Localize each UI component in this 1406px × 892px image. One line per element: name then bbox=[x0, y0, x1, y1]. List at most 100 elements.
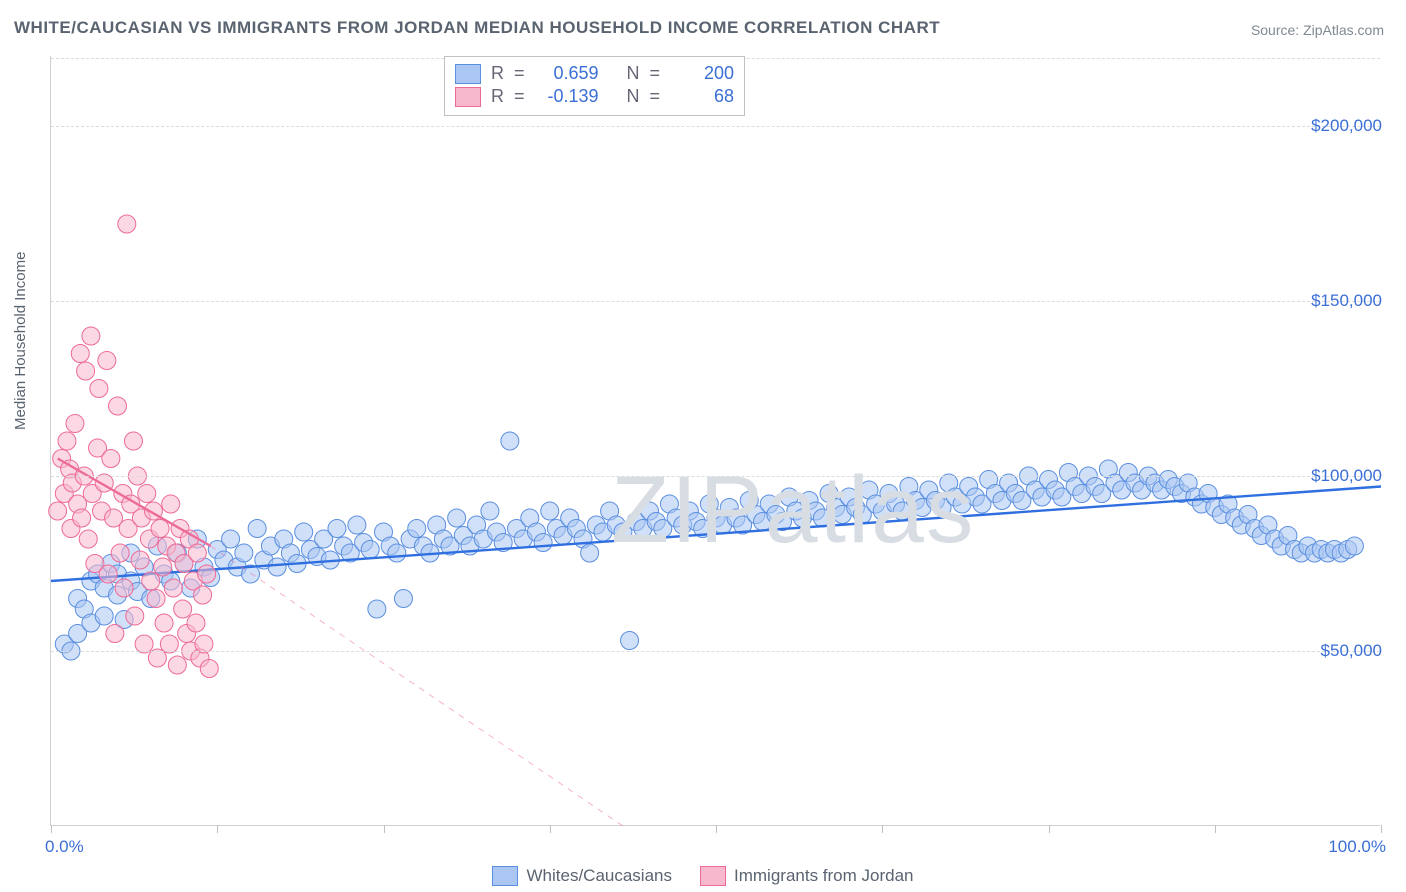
data-point bbox=[66, 415, 84, 433]
data-point bbox=[99, 565, 117, 583]
chart-plot-area: ZIPatlas 0.0% 100.0% $50,000$100,000$150… bbox=[50, 56, 1380, 826]
data-point bbox=[154, 558, 172, 576]
data-point bbox=[168, 656, 186, 674]
data-point bbox=[348, 516, 366, 534]
n-label: N bbox=[627, 86, 640, 107]
data-point bbox=[222, 530, 240, 548]
data-point bbox=[408, 520, 426, 538]
source-prefix: Source: bbox=[1251, 22, 1303, 38]
data-point bbox=[388, 544, 406, 562]
legend-swatch bbox=[492, 866, 518, 886]
data-point bbox=[111, 544, 129, 562]
legend-swatch bbox=[455, 87, 481, 107]
watermark-atlas: atlas bbox=[765, 457, 976, 563]
data-point bbox=[142, 572, 160, 590]
data-point bbox=[501, 432, 519, 450]
x-tick bbox=[882, 825, 883, 833]
grid-line bbox=[51, 126, 1380, 127]
data-point bbox=[98, 352, 116, 370]
data-point bbox=[126, 607, 144, 625]
legend-label: Whites/Caucasians bbox=[526, 866, 672, 886]
y-tick-label: $100,000 bbox=[1311, 466, 1382, 486]
r-label: R bbox=[491, 86, 504, 107]
y-axis-label: Median Household Income bbox=[12, 252, 29, 430]
data-point bbox=[200, 660, 218, 678]
data-point bbox=[368, 600, 386, 618]
data-point bbox=[198, 565, 216, 583]
x-axis-min-label: 0.0% bbox=[45, 837, 84, 857]
r-value: -0.139 bbox=[535, 86, 599, 107]
equals-sign: = bbox=[650, 86, 661, 107]
data-point bbox=[109, 397, 127, 415]
data-point bbox=[174, 600, 192, 618]
equals-sign: = bbox=[514, 63, 525, 84]
data-point bbox=[448, 509, 466, 527]
legend-item: Immigrants from Jordan bbox=[700, 866, 914, 886]
legend-swatch bbox=[455, 64, 481, 84]
data-point bbox=[49, 502, 67, 520]
x-tick bbox=[51, 825, 52, 833]
data-point bbox=[77, 362, 95, 380]
y-tick-label: $150,000 bbox=[1311, 291, 1382, 311]
source-attribution: Source: ZipAtlas.com bbox=[1251, 22, 1384, 38]
chart-title: WHITE/CAUCASIAN VS IMMIGRANTS FROM JORDA… bbox=[14, 18, 940, 38]
data-point bbox=[541, 502, 559, 520]
watermark-zip: ZIP bbox=[611, 457, 765, 563]
x-axis-max-label: 100.0% bbox=[1328, 837, 1386, 857]
data-point bbox=[361, 541, 379, 559]
data-point bbox=[79, 530, 97, 548]
data-point bbox=[115, 579, 133, 597]
x-tick bbox=[1381, 825, 1382, 833]
data-point bbox=[621, 632, 639, 650]
data-point bbox=[147, 590, 165, 608]
source-name: ZipAtlas.com bbox=[1303, 22, 1384, 38]
data-point bbox=[235, 544, 253, 562]
data-point bbox=[328, 520, 346, 538]
data-point bbox=[481, 502, 499, 520]
r-value: 0.659 bbox=[535, 63, 599, 84]
grid-line bbox=[51, 651, 1380, 652]
data-point bbox=[581, 544, 599, 562]
data-point bbox=[124, 432, 142, 450]
data-point bbox=[162, 495, 180, 513]
y-tick-label: $50,000 bbox=[1321, 641, 1382, 661]
scatter-svg bbox=[51, 56, 1380, 825]
data-point bbox=[248, 520, 266, 538]
data-point bbox=[58, 432, 76, 450]
data-point bbox=[102, 450, 120, 468]
bottom-legend: Whites/Caucasians Immigrants from Jordan bbox=[0, 866, 1406, 886]
data-point bbox=[82, 327, 100, 345]
n-value: 200 bbox=[670, 63, 734, 84]
watermark-text: ZIPatlas bbox=[611, 456, 975, 565]
data-point bbox=[138, 485, 156, 503]
data-point bbox=[73, 509, 91, 527]
data-point bbox=[131, 551, 149, 569]
trend-line-dashed bbox=[211, 546, 623, 826]
equals-sign: = bbox=[514, 86, 525, 107]
legend-item: Whites/Caucasians bbox=[492, 866, 672, 886]
data-point bbox=[118, 215, 136, 233]
n-label: N bbox=[627, 63, 640, 84]
data-point bbox=[1345, 537, 1363, 555]
stats-row: R = -0.139 N = 68 bbox=[455, 86, 734, 107]
x-tick bbox=[384, 825, 385, 833]
data-point bbox=[394, 590, 412, 608]
n-value: 68 bbox=[670, 86, 734, 107]
data-point bbox=[164, 579, 182, 597]
legend-label: Immigrants from Jordan bbox=[734, 866, 914, 886]
data-point bbox=[187, 614, 205, 632]
data-point bbox=[268, 558, 286, 576]
stats-row: R=0.659N=200 bbox=[455, 63, 734, 84]
x-tick bbox=[1215, 825, 1216, 833]
data-point bbox=[194, 586, 212, 604]
data-point bbox=[151, 520, 169, 538]
data-point bbox=[90, 380, 108, 398]
data-point bbox=[295, 523, 313, 541]
x-tick bbox=[217, 825, 218, 833]
data-point bbox=[188, 544, 206, 562]
data-point bbox=[534, 534, 552, 552]
correlation-stats-box: R = 0.659 N = 200R = -0.139 N = 68 bbox=[444, 56, 745, 116]
y-tick-label: $200,000 bbox=[1311, 116, 1382, 136]
x-tick bbox=[550, 825, 551, 833]
data-point bbox=[71, 345, 89, 363]
